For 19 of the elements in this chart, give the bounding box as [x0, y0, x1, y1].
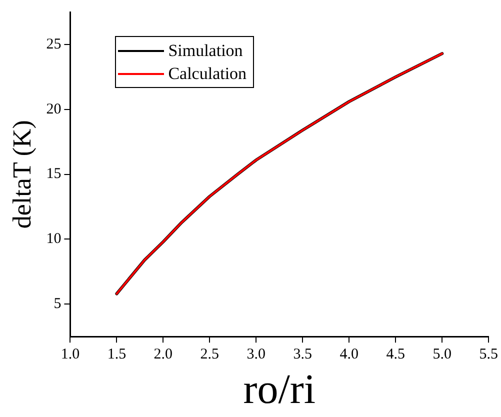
- legend-label: Simulation: [168, 40, 243, 62]
- y-tick-label: 20: [46, 101, 62, 118]
- x-tick-label: 2.5: [200, 346, 220, 363]
- x-tick-label: 1.0: [60, 346, 80, 363]
- x-tick-label: 5.0: [432, 346, 452, 363]
- y-tick-label: 25: [46, 36, 62, 52]
- x-tick-label: 3.5: [293, 346, 312, 363]
- x-tick-label: 2.0: [154, 346, 173, 363]
- y-axis-title: deltaT (K): [7, 120, 36, 229]
- x-axis-title: ro/ri: [243, 366, 316, 413]
- x-tick-label: 4.5: [386, 346, 406, 363]
- x-tick-label: 1.5: [107, 346, 126, 363]
- y-tick-label: 5: [54, 296, 62, 312]
- x-tick-label: 4.0: [340, 346, 359, 363]
- x-tick-label: 5.5: [479, 346, 498, 363]
- legend-label: Calculation: [168, 63, 247, 85]
- x-tick-label: 3.0: [246, 346, 266, 363]
- y-tick-label: 10: [46, 231, 62, 248]
- y-tick-label: 15: [46, 166, 62, 182]
